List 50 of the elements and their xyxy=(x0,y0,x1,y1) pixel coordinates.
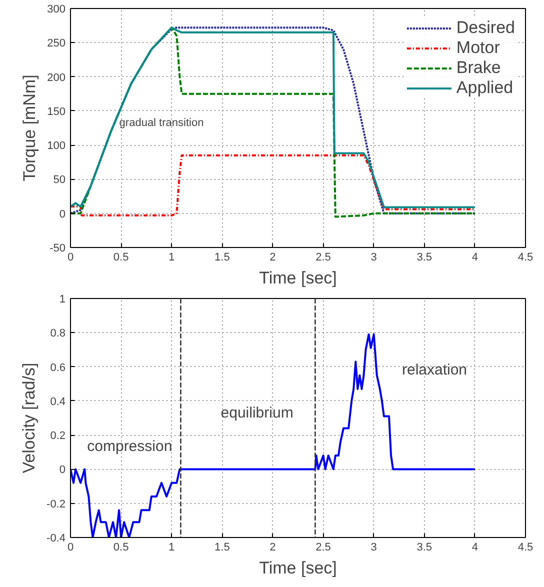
x-axis-title: Time [sec] xyxy=(259,558,337,578)
y-tick-label: 0 xyxy=(59,208,66,220)
x-tick-label: 2.5 xyxy=(316,542,331,554)
y-tick-label: 200 xyxy=(47,72,66,84)
y-tick-label: 300 xyxy=(47,4,66,16)
x-tick-label: 2.5 xyxy=(316,252,331,264)
x-axis-title: Time [sec] xyxy=(259,268,337,288)
line-series xyxy=(70,333,476,538)
annotation: gradual transition xyxy=(119,117,204,130)
y-tick-label: 150 xyxy=(47,106,66,118)
x-tick-label: 0 xyxy=(67,542,74,554)
y-tick-label: 50 xyxy=(53,174,66,186)
y-tick-label: -50 xyxy=(50,242,66,254)
legend-label: Brake xyxy=(456,58,501,78)
annotation: relaxation xyxy=(402,362,468,379)
x-tick-label: 0.5 xyxy=(113,252,129,264)
y-tick-label: 100 xyxy=(47,140,66,152)
x-tick-label: 1.5 xyxy=(214,542,230,554)
x-tick-label: 3 xyxy=(370,542,377,554)
line-series xyxy=(70,154,476,216)
y-axis-title: Torque [mNm] xyxy=(20,74,40,182)
x-tick-label: 1 xyxy=(168,252,175,264)
y-axis-title: Velocity [rad/s] xyxy=(20,362,39,474)
y-tick-label: 0.2 xyxy=(50,430,66,442)
x-tick-label: 3 xyxy=(370,252,377,264)
x-tick-label: 2 xyxy=(270,252,276,264)
y-tick-label: -0.4 xyxy=(46,532,66,544)
y-tick-label: -0.2 xyxy=(46,498,66,510)
y-tick-label: 250 xyxy=(47,38,66,50)
y-tick-label: 0.6 xyxy=(50,362,66,374)
y-tick-label: 0.8 xyxy=(50,328,66,340)
y-tick-label: 0 xyxy=(59,464,66,476)
y-tick-label: 1 xyxy=(59,294,66,306)
x-tick-label: 4.5 xyxy=(518,542,534,554)
legend-label: Applied xyxy=(456,78,514,98)
x-tick-label: 1 xyxy=(168,542,175,554)
x-tick-label: 0.5 xyxy=(113,542,129,554)
x-tick-label: 0 xyxy=(67,252,74,264)
x-tick-label: 4 xyxy=(472,542,478,554)
y-tick-label: 0.4 xyxy=(50,396,66,408)
legend-label: Motor xyxy=(456,38,500,58)
annotation: compression xyxy=(87,438,172,456)
x-tick-label: 2 xyxy=(270,542,276,554)
x-tick-label: 4 xyxy=(472,252,478,264)
x-tick-label: 3.5 xyxy=(416,542,432,554)
x-tick-label: 1.5 xyxy=(214,252,230,264)
legend-label: Desired xyxy=(456,18,515,38)
x-tick-label: 3.5 xyxy=(416,252,432,264)
x-tick-label: 4.5 xyxy=(518,252,534,264)
annotation: equilibrium xyxy=(220,404,294,422)
